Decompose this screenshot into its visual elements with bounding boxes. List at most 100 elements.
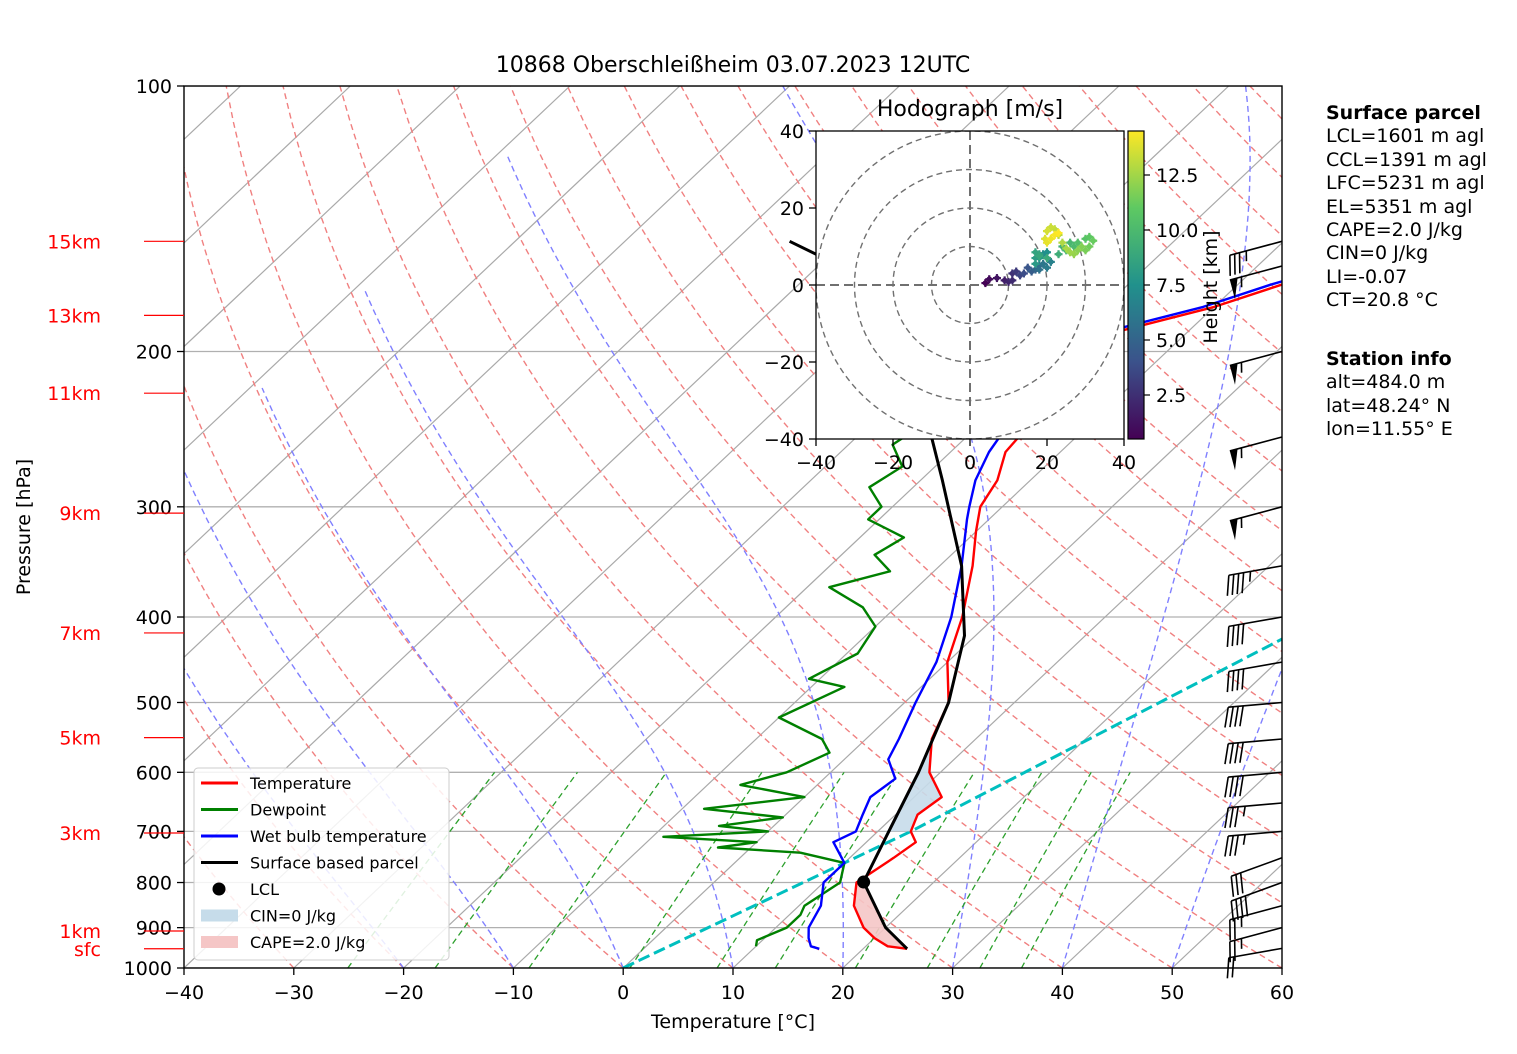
x-tick-label: 60	[1270, 982, 1294, 1004]
hodograph-x-tick-label: 20	[1035, 452, 1059, 474]
hodograph-point	[1043, 254, 1051, 263]
wind-barb-full	[1239, 742, 1244, 763]
legend-label: Surface based parcel	[250, 854, 419, 873]
x-tick-label: 0	[617, 982, 629, 1004]
wind-barb-staff	[1228, 661, 1283, 673]
hodograph-y-tick-label: 40	[780, 121, 804, 143]
hodograph-x-tick-label: 40	[1112, 452, 1136, 474]
wind-barb-full	[1231, 625, 1235, 647]
hodograph-x-tick-label: −40	[796, 452, 836, 474]
wind-barb-full	[1241, 572, 1245, 594]
hodograph-point	[1066, 248, 1075, 257]
wind-barb	[1229, 436, 1283, 471]
legend-label: CAPE=2.0 J/kg	[250, 933, 365, 952]
hodograph-point	[1035, 252, 1044, 261]
wind-barb-staff	[1229, 240, 1283, 257]
dry-adiabat-line	[396, 86, 1173, 968]
wind-barb-staff	[1228, 738, 1283, 745]
moist-adiabat-line	[184, 468, 514, 968]
wind-barb-full	[1229, 807, 1234, 828]
wind-barb-full	[1226, 626, 1230, 648]
hodograph-point-dot	[1086, 243, 1093, 250]
hodograph-point	[1066, 238, 1075, 247]
wind-barb-full	[1236, 669, 1240, 691]
hodograph-point	[992, 274, 1001, 283]
hodograph-point	[1046, 234, 1055, 243]
hodograph-point-dot	[1075, 247, 1081, 254]
hodograph-point-dot	[1036, 266, 1043, 273]
wind-barb	[1224, 771, 1283, 798]
station-info-heading: Station info	[1326, 348, 1452, 370]
hodograph-point-dot	[1040, 261, 1046, 267]
hodograph-point-dot	[986, 276, 993, 283]
wind-barb	[1230, 857, 1283, 897]
legend-label: Dewpoint	[250, 801, 326, 820]
colorbar-tick-label: 10.0	[1156, 220, 1198, 242]
hodograph-point-dot	[1067, 249, 1073, 256]
wind-barb-full	[1236, 573, 1240, 595]
wind-barb-full	[1226, 671, 1230, 693]
y-tick-label: 800	[136, 873, 172, 895]
wind-barb-full	[1226, 575, 1230, 596]
surface-parcel-line: CAPE=2.0 J/kg	[1326, 219, 1463, 242]
cape-shading	[853, 882, 907, 949]
legend-label: LCL	[250, 880, 279, 899]
lcl-marker	[857, 875, 871, 889]
isotherm-line	[403, 138, 1282, 968]
height-tick-label: 9km	[59, 503, 101, 525]
height-tick-label: 3km	[59, 823, 101, 845]
hodograph-point	[1073, 238, 1082, 247]
hodograph-point-dot	[1055, 251, 1062, 257]
wind-barb-full	[1231, 670, 1235, 692]
wind-barb-staff	[1230, 857, 1283, 878]
station-info-line: alt=484.0 m	[1326, 371, 1446, 394]
y-tick-label: 200	[136, 342, 172, 364]
wind-barb	[1229, 240, 1283, 276]
wind-barb-staff	[1229, 350, 1283, 367]
hodograph-point-dot	[1071, 243, 1077, 250]
hodograph-point	[1046, 223, 1055, 232]
height-tick-label: 11km	[47, 383, 101, 405]
hodograph-point-dot	[1013, 268, 1019, 275]
isotherm-line	[732, 449, 1282, 968]
mixing-ratio-line	[716, 771, 845, 968]
wind-barb-full	[1236, 624, 1240, 646]
legend-swatch-patch	[201, 909, 238, 922]
hodograph-point	[1043, 227, 1051, 236]
mixing-ratio-line	[434, 771, 579, 968]
wind-barb-full	[1231, 574, 1235, 595]
wind-barb-full	[1229, 835, 1234, 857]
hodograph-point	[1054, 229, 1063, 238]
colorbar-label: Height [km]	[1200, 230, 1222, 343]
wind-barb	[1229, 350, 1283, 385]
height-tick-label: 5km	[59, 728, 101, 750]
wind-barb	[1226, 661, 1283, 693]
hodograph-point	[1043, 263, 1051, 272]
hodograph-point-dot	[1021, 270, 1027, 277]
wind-barb	[1226, 616, 1283, 648]
hodograph-point-dot	[1090, 237, 1096, 244]
wind-barb-full	[1230, 876, 1235, 897]
colorbar-tick-label: 12.5	[1156, 165, 1198, 187]
hodograph-plot-area	[816, 131, 1124, 439]
hodograph-point	[1023, 263, 1032, 272]
x-tick-label: 30	[941, 982, 965, 1004]
wind-barb-flag	[1229, 518, 1238, 541]
surface-parcel-line: LFC=5231 m agl	[1326, 172, 1485, 195]
hodograph-y-tick-label: 0	[792, 275, 804, 297]
hodograph-point-dot	[1036, 253, 1043, 259]
hodograph-point-dot	[1044, 264, 1050, 271]
hodograph-point-dot	[1044, 228, 1050, 234]
wind-barb-half	[1242, 806, 1246, 817]
x-tick-label: −20	[384, 982, 424, 1004]
wind-barb-full	[1234, 706, 1239, 727]
wind-barb-full	[1224, 743, 1229, 765]
wind-barb-full	[1235, 874, 1239, 896]
surface-parcel-line: CIN=0 J/kg	[1326, 242, 1429, 265]
dry-adiabat-line	[851, 86, 1282, 532]
legend-label: Wet bulb temperature	[250, 827, 427, 846]
hodograph-point	[1019, 269, 1028, 278]
wind-barb-staff	[1230, 881, 1283, 902]
hodograph-point-dot	[1009, 277, 1016, 284]
wind-barb-staff	[1228, 565, 1283, 577]
